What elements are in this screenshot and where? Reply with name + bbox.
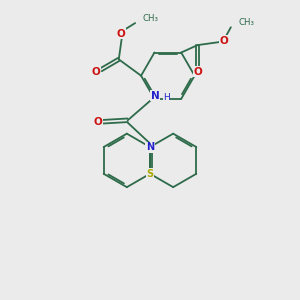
Text: O: O — [117, 29, 125, 39]
Text: O: O — [220, 36, 229, 46]
Text: CH₃: CH₃ — [238, 18, 254, 27]
Text: O: O — [94, 117, 102, 127]
Text: CH₃: CH₃ — [142, 14, 159, 23]
Text: N: N — [151, 91, 160, 101]
Text: O: O — [193, 67, 202, 76]
Text: N: N — [146, 142, 154, 152]
Text: O: O — [91, 67, 100, 77]
Text: S: S — [146, 169, 154, 179]
Text: H: H — [163, 93, 170, 102]
